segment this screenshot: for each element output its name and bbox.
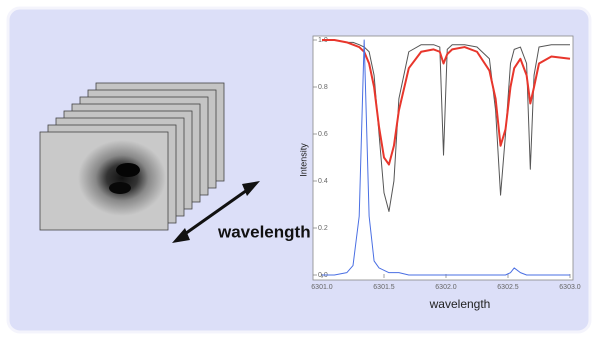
arrow-label: wavelength (217, 222, 311, 241)
y-tick-label: 0.6 (318, 131, 328, 138)
x-tick-label: 6301.0 (311, 284, 333, 291)
y-tick-label: 0.8 (318, 84, 328, 91)
x-tick-label: 6303.0 (559, 284, 581, 291)
x-axis-label: wavelength (429, 297, 491, 311)
x-tick-label: 6302.0 (435, 284, 457, 291)
y-tick-label: 0.4 (318, 178, 328, 185)
umbra (109, 182, 131, 194)
y-axis-label: Intensity (298, 143, 308, 177)
umbra (116, 163, 140, 177)
y-tick-label: 0.2 (318, 225, 328, 232)
figure: wavelength wavelength Intensity 6301.0 63… (0, 0, 598, 340)
x-tick-label: 6302.5 (497, 284, 519, 291)
sunspot (78, 140, 166, 216)
x-tick-label: 6301.5 (373, 284, 395, 291)
